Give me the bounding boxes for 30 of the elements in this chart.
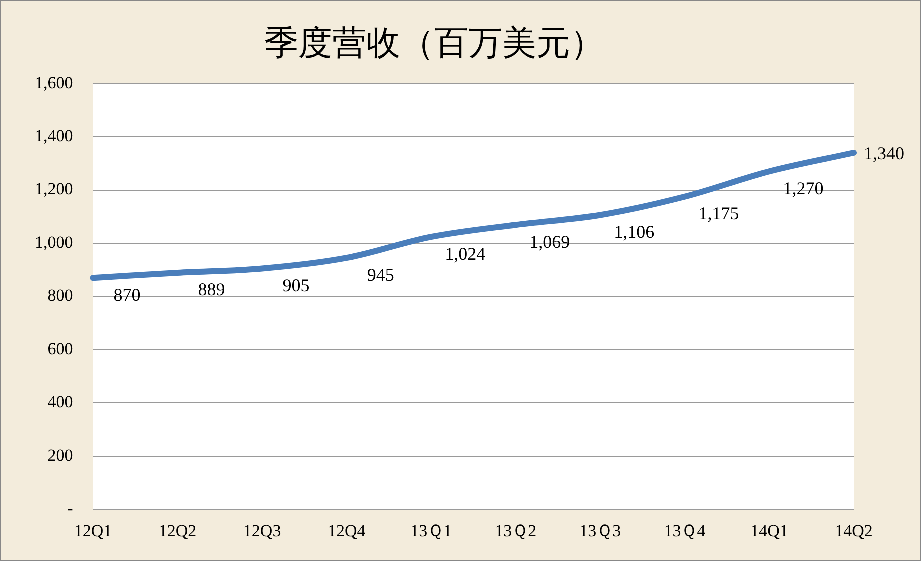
y-tick-label: 1,400 <box>35 126 74 146</box>
x-tick-label: 12Q2 <box>158 521 197 540</box>
y-tick-label: 1,000 <box>35 232 74 252</box>
x-tick-label: 13Ｑ2 <box>495 521 537 540</box>
data-label: 1,069 <box>530 232 570 252</box>
data-label: 1,024 <box>445 244 486 264</box>
x-tick-label: 13Ｑ3 <box>580 521 622 540</box>
x-tick-label: 13Ｑ1 <box>410 521 452 540</box>
data-label: 870 <box>114 284 141 305</box>
x-tick-label: 12Q1 <box>74 521 112 540</box>
y-tick-label: 400 <box>48 392 74 412</box>
y-tick-label: 200 <box>48 446 74 465</box>
data-label: 945 <box>367 264 394 285</box>
y-tick-label: 800 <box>48 286 74 306</box>
data-label: 1,270 <box>783 178 824 198</box>
y-tick-label: 600 <box>48 339 74 358</box>
x-tick-label: 12Q3 <box>243 521 282 540</box>
x-tick-label: 14Q2 <box>835 521 873 540</box>
x-tick-label: 12Q4 <box>328 521 366 540</box>
y-tick-label: - <box>68 499 74 518</box>
data-label: 889 <box>198 280 226 300</box>
data-label: 1,340 <box>864 144 904 164</box>
data-label: 905 <box>282 275 310 296</box>
chart-title: 季度营收（百万美元） <box>264 24 604 62</box>
data-label: 1,175 <box>698 204 740 224</box>
x-tick-label: 13Ｑ4 <box>664 521 706 540</box>
x-tick-label: 14Q1 <box>750 521 788 540</box>
y-tick-label: 1,600 <box>35 73 74 92</box>
y-tick-label: 1,200 <box>35 180 74 199</box>
data-label: 1,106 <box>614 222 655 242</box>
